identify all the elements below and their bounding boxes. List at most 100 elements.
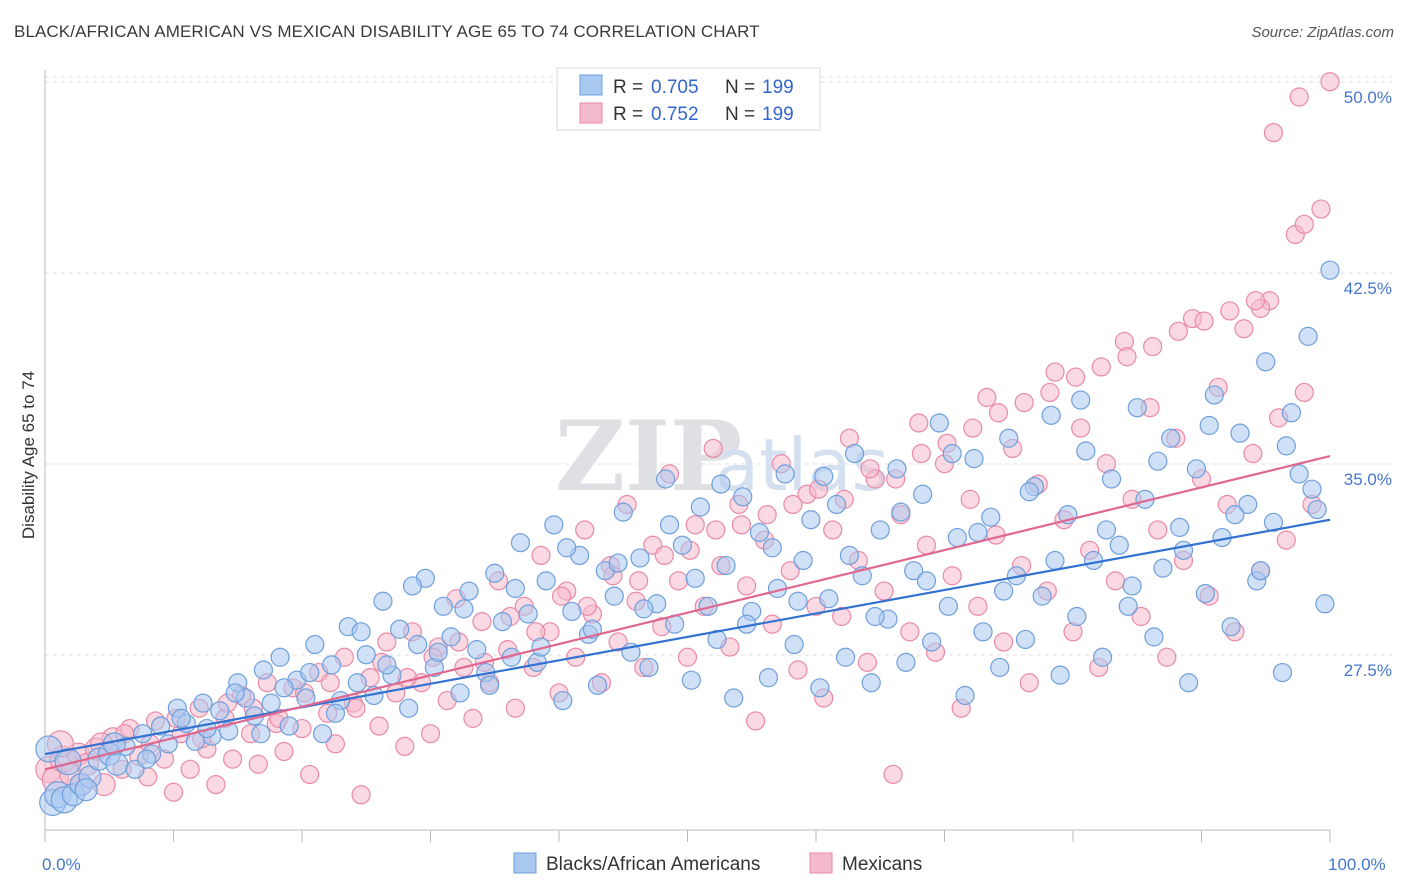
mexicans-point — [677, 647, 698, 667]
bottom-legend-swatch-pink — [809, 852, 833, 874]
mexicans-point — [274, 741, 294, 762]
blacks-point — [1032, 586, 1052, 606]
blacks-point — [870, 520, 890, 540]
blacks-point — [373, 591, 393, 611]
x-tick-label-max: 100.0% — [1328, 855, 1386, 874]
chart-source: Source: ZipAtlas.com — [1251, 24, 1394, 41]
mexicans-point — [916, 535, 937, 555]
blacks-point — [1161, 428, 1181, 448]
blacks-point — [938, 596, 958, 616]
mexicans-point — [180, 759, 200, 779]
bottom-legend-label-mexicans: Mexicans — [842, 854, 922, 875]
mexicans-point — [629, 571, 649, 591]
blacks-point — [351, 622, 371, 642]
blacks-point — [672, 535, 692, 555]
blacks-point — [270, 647, 290, 667]
mexicans-point — [463, 708, 483, 728]
mexicans-point — [746, 711, 766, 731]
blacks-point — [518, 604, 538, 624]
blacks-point — [377, 655, 397, 675]
blacks-point — [485, 563, 505, 583]
mexicans-point — [780, 561, 800, 581]
blacks-point — [171, 708, 191, 728]
mexicans-point — [1289, 87, 1309, 107]
blacks-point — [634, 599, 654, 619]
mexicans-point — [320, 673, 340, 693]
mexicans-point — [1194, 311, 1214, 331]
legend-r-label-1: R = — [613, 77, 643, 98]
legend-r-value-1: 0.705 — [651, 77, 699, 98]
mexicans-point — [988, 403, 1009, 423]
mexicans-point — [1294, 382, 1314, 403]
y-tick-label: 35.0% — [1344, 470, 1392, 489]
blacks-point — [1041, 405, 1061, 425]
blacks-point — [749, 522, 770, 543]
blacks-point — [1230, 423, 1250, 443]
blacks-point — [300, 662, 320, 683]
blacks-point — [480, 675, 500, 695]
mexicans-point — [531, 545, 551, 566]
mexicans-point — [472, 612, 492, 632]
mexicans-point — [654, 545, 674, 566]
blacks-point — [999, 428, 1019, 448]
mexicans-point — [1311, 199, 1331, 219]
mexicans-point — [909, 413, 929, 433]
blacks-point — [887, 459, 907, 479]
legend-n-value-1: 199 — [762, 77, 794, 98]
mexicans-point — [1143, 336, 1163, 357]
blacks-point — [608, 553, 628, 573]
blacks-point — [279, 716, 299, 736]
blacks-point — [810, 678, 830, 698]
blacks-point — [916, 571, 937, 591]
mexicans-point — [551, 586, 572, 606]
blacks-point — [1238, 494, 1258, 515]
mexicans-point — [703, 438, 723, 459]
blacks-point — [305, 634, 325, 655]
mexicans-point — [1168, 321, 1188, 341]
blacks-point — [151, 716, 171, 736]
mexicans-point — [608, 632, 628, 652]
blacks-point — [1076, 441, 1096, 461]
y-tick-label: 50.0% — [1344, 88, 1392, 107]
mexicans-point — [963, 418, 983, 438]
mexicans-point — [351, 785, 371, 805]
blacks-point — [54, 748, 82, 776]
blacks-point — [724, 688, 744, 708]
mexicans-point — [860, 459, 880, 479]
blacks-point — [510, 533, 531, 553]
blacks-point — [253, 660, 274, 680]
blacks-point — [973, 622, 993, 642]
blacks-point — [865, 606, 885, 627]
blacks-point — [433, 596, 453, 616]
blacks-point — [904, 561, 924, 581]
blacks-point — [536, 571, 556, 591]
mexicans-point — [369, 716, 389, 736]
blacks-point — [325, 703, 346, 723]
blacks-point — [1067, 606, 1087, 627]
mexicans-point — [1131, 606, 1151, 627]
axes — [44, 70, 1331, 842]
blacks-point — [399, 698, 419, 718]
mexicans-point — [377, 632, 397, 652]
blacks-point — [604, 586, 624, 606]
blacks-point — [994, 581, 1014, 601]
blacks-point — [814, 466, 834, 487]
mexicans-point — [1220, 301, 1240, 321]
mexicans-point — [1040, 382, 1060, 403]
blacks-point — [784, 634, 804, 655]
blacks-point — [1179, 673, 1199, 693]
blacks-point — [1015, 629, 1036, 650]
blacks-point — [1225, 505, 1245, 525]
blacks-point — [1251, 561, 1271, 581]
blacks-point — [681, 670, 701, 690]
y-tick-label: 42.5% — [1344, 279, 1392, 298]
mexicans-point — [857, 652, 878, 672]
blacks-point — [990, 657, 1010, 678]
mexicans-point — [1263, 123, 1284, 143]
x-tick-label-min: 0.0% — [42, 855, 81, 874]
blacks-point — [1071, 390, 1091, 410]
mexicans-point — [737, 576, 757, 596]
blacks-point — [861, 673, 881, 693]
mexicans-point — [731, 515, 752, 535]
